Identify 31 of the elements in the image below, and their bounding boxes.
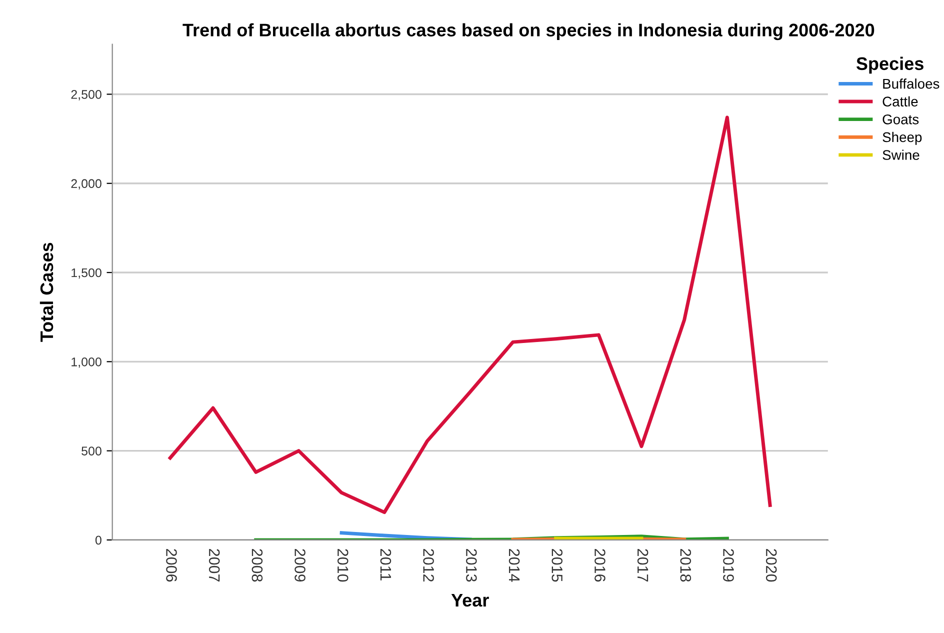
legend-title: Species [856, 56, 924, 74]
chart-title: Trend of Brucella abortus cases based on species in Indonesia during 2006-2020 [182, 23, 874, 40]
y-tick-label: 2,500 [71, 90, 102, 100]
legend-label: Swine [882, 150, 920, 160]
x-tick-label: 2015 [552, 549, 563, 582]
y-axis-title: Total Cases [40, 242, 54, 342]
y-tick-label: 0 [95, 536, 102, 545]
x-tick-label: 2017 [637, 549, 648, 582]
x-tick-label: 2006 [166, 549, 177, 582]
x-tick-label: 2018 [680, 549, 692, 582]
x-tick-label: 2007 [208, 549, 220, 582]
y-tick-label: 500 [82, 446, 102, 456]
x-tick-label: 2019 [723, 549, 734, 582]
x-tick-label: 2014 [508, 549, 520, 582]
x-tick-label: 2020 [766, 549, 777, 582]
x-tick-label: 2009 [294, 549, 306, 582]
y-tick-label: 1,500 [72, 268, 102, 279]
x-tick-label: 2013 [466, 549, 477, 582]
x-tick-label: 2016 [594, 549, 606, 582]
x-tick-label: 2012 [423, 549, 434, 582]
x-tick-label: 2010 [337, 549, 348, 582]
y-tick-label: 2,000 [71, 179, 102, 190]
line-series [168, 116, 772, 514]
legend-label: Sheep [882, 132, 922, 145]
x-tick-label: 2008 [252, 549, 263, 582]
legend-label: Buffaloes [883, 78, 940, 89]
legend-label: Cattle [882, 96, 918, 107]
x-tick-label: 2011 [380, 549, 392, 580]
y-tick-label: 1,000 [72, 357, 102, 368]
x-axis-title: Year [451, 594, 489, 607]
legend-label: Goats [882, 114, 919, 124]
